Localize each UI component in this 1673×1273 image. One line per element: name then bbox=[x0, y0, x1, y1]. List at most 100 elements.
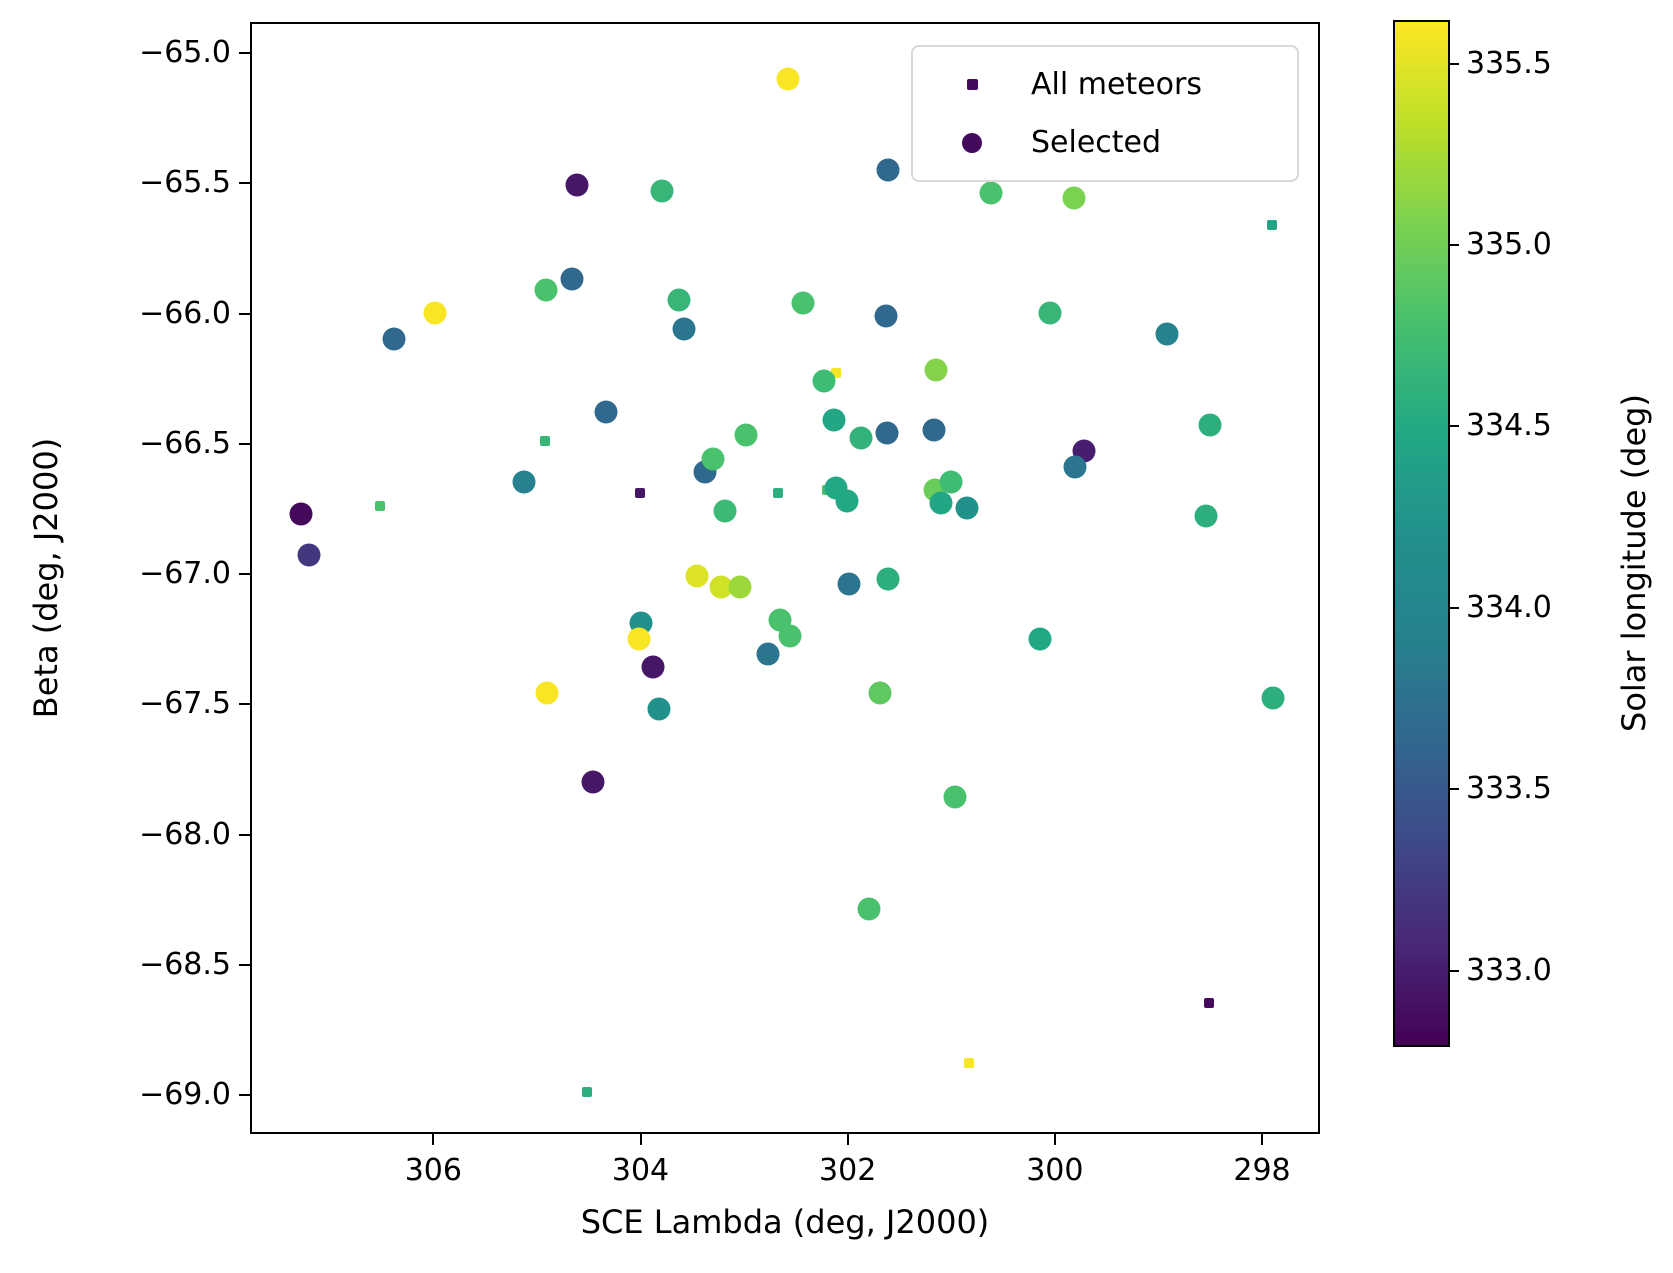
colorbar-tick bbox=[1450, 969, 1459, 972]
data-point-all-meteors bbox=[375, 500, 386, 511]
data-point-selected bbox=[685, 564, 709, 588]
data-point-selected bbox=[822, 408, 846, 432]
y-tick-label: −68.0 bbox=[139, 816, 231, 852]
data-point-selected bbox=[667, 288, 691, 312]
data-point-selected bbox=[565, 173, 589, 197]
data-point-selected bbox=[709, 575, 733, 598]
data-point-selected bbox=[1198, 413, 1222, 437]
data-point-selected bbox=[874, 304, 898, 328]
selected-circle-marker-icon bbox=[962, 132, 982, 153]
data-point-all-meteors bbox=[1204, 998, 1215, 1009]
colorbar-tick bbox=[1450, 62, 1459, 65]
x-tick-label: 304 bbox=[611, 1153, 670, 1188]
y-tick-label: −65.0 bbox=[139, 35, 231, 71]
colorbar-tick-label: 335.5 bbox=[1466, 45, 1552, 81]
all-meteors-square-marker-icon bbox=[966, 78, 978, 90]
y-tick bbox=[239, 833, 250, 836]
y-tick-label: −66.0 bbox=[139, 295, 231, 331]
data-point-selected bbox=[875, 421, 899, 445]
data-point-selected bbox=[924, 358, 948, 382]
colorbar-tick-label: 333.5 bbox=[1466, 771, 1552, 807]
data-point-selected bbox=[728, 575, 752, 598]
data-point-selected bbox=[560, 267, 584, 291]
data-point-selected bbox=[1261, 686, 1285, 710]
data-point-selected bbox=[979, 181, 1003, 205]
colorbar-tick bbox=[1450, 425, 1459, 428]
data-point-selected bbox=[778, 624, 802, 648]
colorbar-tick-label: 335.0 bbox=[1466, 226, 1552, 262]
legend-item-selected: Selected bbox=[913, 125, 1297, 160]
data-point-selected bbox=[701, 447, 725, 471]
x-tick bbox=[1053, 1134, 1056, 1145]
legend-item-all-meteors: All meteors bbox=[913, 67, 1297, 102]
data-point-selected bbox=[1038, 301, 1062, 325]
y-axis-label: Beta (deg, J2000) bbox=[27, 437, 65, 719]
data-point-all-meteors bbox=[581, 1086, 592, 1097]
data-point-selected bbox=[382, 327, 406, 351]
y-tick bbox=[239, 1093, 250, 1096]
data-point-selected bbox=[594, 400, 618, 424]
data-point-selected bbox=[776, 67, 800, 91]
data-point-selected bbox=[939, 470, 963, 494]
data-point-selected bbox=[955, 496, 979, 520]
data-point-selected bbox=[734, 423, 758, 447]
data-point-all-meteors bbox=[831, 367, 842, 378]
data-point-selected bbox=[876, 567, 900, 591]
y-tick bbox=[239, 52, 250, 55]
legend-label-all-meteors: All meteors bbox=[1031, 66, 1202, 102]
data-point-selected bbox=[1063, 455, 1087, 479]
colorbar bbox=[1393, 20, 1450, 1047]
plot-area bbox=[250, 22, 1320, 1134]
x-tick-label: 300 bbox=[1026, 1153, 1084, 1188]
legend-marker-box bbox=[913, 132, 1031, 153]
data-point-selected bbox=[876, 158, 900, 182]
data-point-selected bbox=[849, 426, 873, 450]
data-point-selected bbox=[672, 317, 696, 341]
y-tick bbox=[239, 442, 250, 445]
data-point-selected bbox=[423, 301, 447, 325]
data-point-selected bbox=[929, 491, 953, 515]
data-point-all-meteors bbox=[1267, 219, 1278, 230]
legend-marker-box bbox=[913, 78, 1031, 90]
colorbar-tick-label: 334.0 bbox=[1466, 589, 1552, 625]
data-point-selected bbox=[1062, 186, 1086, 210]
y-tick-label: −68.5 bbox=[139, 946, 231, 982]
x-tick bbox=[846, 1134, 849, 1145]
data-point-selected bbox=[791, 291, 815, 315]
data-point-selected bbox=[922, 418, 946, 442]
data-point-selected bbox=[627, 627, 651, 651]
data-point-selected bbox=[835, 489, 859, 513]
y-tick-label: −69.0 bbox=[139, 1076, 231, 1112]
data-point-selected bbox=[837, 572, 861, 596]
colorbar-tick-label: 334.5 bbox=[1466, 408, 1552, 444]
data-point-selected bbox=[289, 502, 313, 526]
data-point-selected bbox=[512, 470, 536, 494]
colorbar-tick bbox=[1450, 788, 1459, 791]
y-tick bbox=[239, 312, 250, 315]
data-point-selected bbox=[535, 681, 559, 705]
legend-label-selected: Selected bbox=[1031, 125, 1162, 161]
x-tick bbox=[1260, 1134, 1263, 1145]
colorbar-tick-label: 333.0 bbox=[1466, 952, 1552, 988]
x-tick bbox=[432, 1134, 435, 1145]
data-point-selected bbox=[534, 278, 558, 302]
data-point-selected bbox=[857, 897, 881, 921]
data-point-selected bbox=[812, 369, 836, 393]
y-tick bbox=[239, 703, 250, 706]
data-point-selected bbox=[1155, 322, 1179, 346]
colorbar-label: Solar longitude (deg) bbox=[1615, 394, 1653, 732]
data-point-selected bbox=[647, 697, 671, 721]
x-axis-label: SCE Lambda (deg, J2000) bbox=[580, 1203, 990, 1241]
data-point-selected bbox=[756, 642, 780, 666]
y-tick-label: −66.5 bbox=[139, 425, 231, 461]
data-point-selected bbox=[1194, 504, 1218, 528]
data-point-selected bbox=[650, 179, 674, 203]
y-tick-label: −65.5 bbox=[139, 165, 231, 201]
colorbar-tick bbox=[1450, 606, 1459, 609]
data-point-selected bbox=[641, 655, 665, 679]
data-point-selected bbox=[1028, 627, 1052, 651]
y-tick bbox=[239, 963, 250, 966]
data-point-selected bbox=[297, 543, 321, 567]
x-tick-label: 298 bbox=[1233, 1153, 1291, 1188]
x-tick-label: 302 bbox=[819, 1153, 877, 1188]
